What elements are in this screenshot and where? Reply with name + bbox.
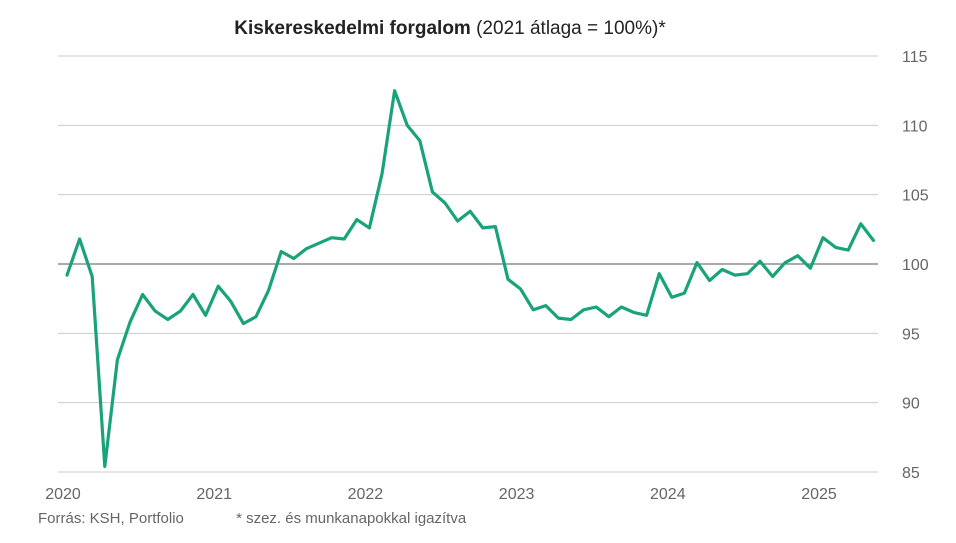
data-point: [456, 219, 459, 223]
data-point: [330, 236, 333, 239]
data-point: [658, 272, 661, 275]
y-tick-label: 115: [902, 49, 928, 66]
data-point: [847, 248, 850, 252]
data-point: [821, 236, 825, 239]
data-point: [393, 89, 396, 92]
data-point: [242, 322, 245, 325]
data-point: [103, 465, 107, 468]
x-axis: 2020 2021 2022 2023 2024 2025: [45, 486, 837, 503]
data-point: [872, 239, 875, 242]
y-tick-label: 95: [902, 326, 920, 343]
data-point: [670, 296, 673, 299]
y-tick-label: 110: [902, 118, 928, 135]
data-point: [355, 218, 358, 221]
x-tick-label: 2023: [499, 486, 535, 503]
data-point: [632, 311, 636, 314]
data-point: [620, 305, 623, 309]
data-point: [65, 273, 69, 277]
data-point: [582, 308, 585, 311]
y-axis: 115 110 105 100 95 90 85: [902, 49, 929, 482]
data-point: [683, 291, 686, 295]
x-tick-label: 2025: [801, 486, 837, 503]
data-point: [771, 275, 774, 278]
data-point: [746, 272, 749, 275]
data-point: [721, 268, 724, 271]
data-point: [695, 261, 699, 264]
data-point: [317, 242, 321, 245]
data-point: [179, 309, 182, 313]
x-tick-label: 2022: [348, 486, 384, 503]
data-point: [506, 278, 510, 281]
data-point: [469, 210, 472, 213]
data-point: [519, 287, 522, 291]
data-point: [859, 222, 862, 225]
y-tick-label: 85: [902, 465, 920, 482]
footer: Forrás: KSH, Portfolio * szez. és munkan…: [38, 510, 514, 527]
data-point: [733, 273, 736, 277]
data-point: [544, 304, 547, 307]
source-note: Forrás: KSH, Portfolio: [38, 510, 184, 527]
data-point: [343, 237, 346, 241]
data-point: [796, 254, 799, 257]
data-point: [78, 237, 81, 241]
data-point: [532, 308, 535, 311]
x-tick-label: 2024: [650, 486, 686, 503]
x-tick-label: 2021: [196, 486, 232, 503]
data-point: [557, 316, 560, 320]
data-point: [191, 293, 195, 296]
data-point: [758, 260, 762, 263]
data-point: [254, 315, 258, 318]
data-point: [406, 124, 409, 127]
chart-title: Kiskereskedelmi forgalom (2021 átlaga = …: [234, 18, 666, 39]
data-point: [809, 266, 812, 270]
data-point: [204, 314, 207, 317]
y-tick-label: 105: [902, 188, 929, 205]
data-point: [154, 309, 157, 313]
data-point: [595, 305, 598, 309]
data-point: [569, 318, 573, 321]
data-point: [292, 257, 295, 260]
series: [65, 89, 876, 469]
data-point: [834, 246, 837, 249]
adjustment-note: * szez. és munkanapokkal igazítva: [236, 510, 467, 527]
data-point: [418, 139, 421, 142]
data-point: [128, 321, 132, 324]
data-point: [380, 172, 384, 176]
series-line-0: [65, 89, 876, 469]
data-point: [645, 314, 648, 317]
x-tick-label: 2020: [45, 486, 81, 503]
data-point: [305, 247, 308, 250]
data-point: [280, 250, 283, 253]
data-point: [229, 300, 232, 303]
data-point: [217, 284, 220, 288]
data-point: [116, 358, 119, 361]
data-point: [368, 226, 371, 230]
data-point: [141, 293, 144, 296]
data-point: [708, 279, 711, 282]
data-point: [494, 225, 497, 228]
data-point: [91, 275, 94, 278]
data-point: [481, 226, 484, 230]
y-tick-label: 100: [902, 257, 929, 274]
data-point: [267, 289, 270, 292]
data-point: [607, 315, 610, 318]
y-tick-label: 90: [902, 396, 920, 413]
data-point: [443, 201, 447, 205]
data-point: [166, 318, 169, 321]
grid: [58, 55, 878, 473]
data-point: [431, 190, 434, 194]
data-point: [784, 261, 787, 264]
